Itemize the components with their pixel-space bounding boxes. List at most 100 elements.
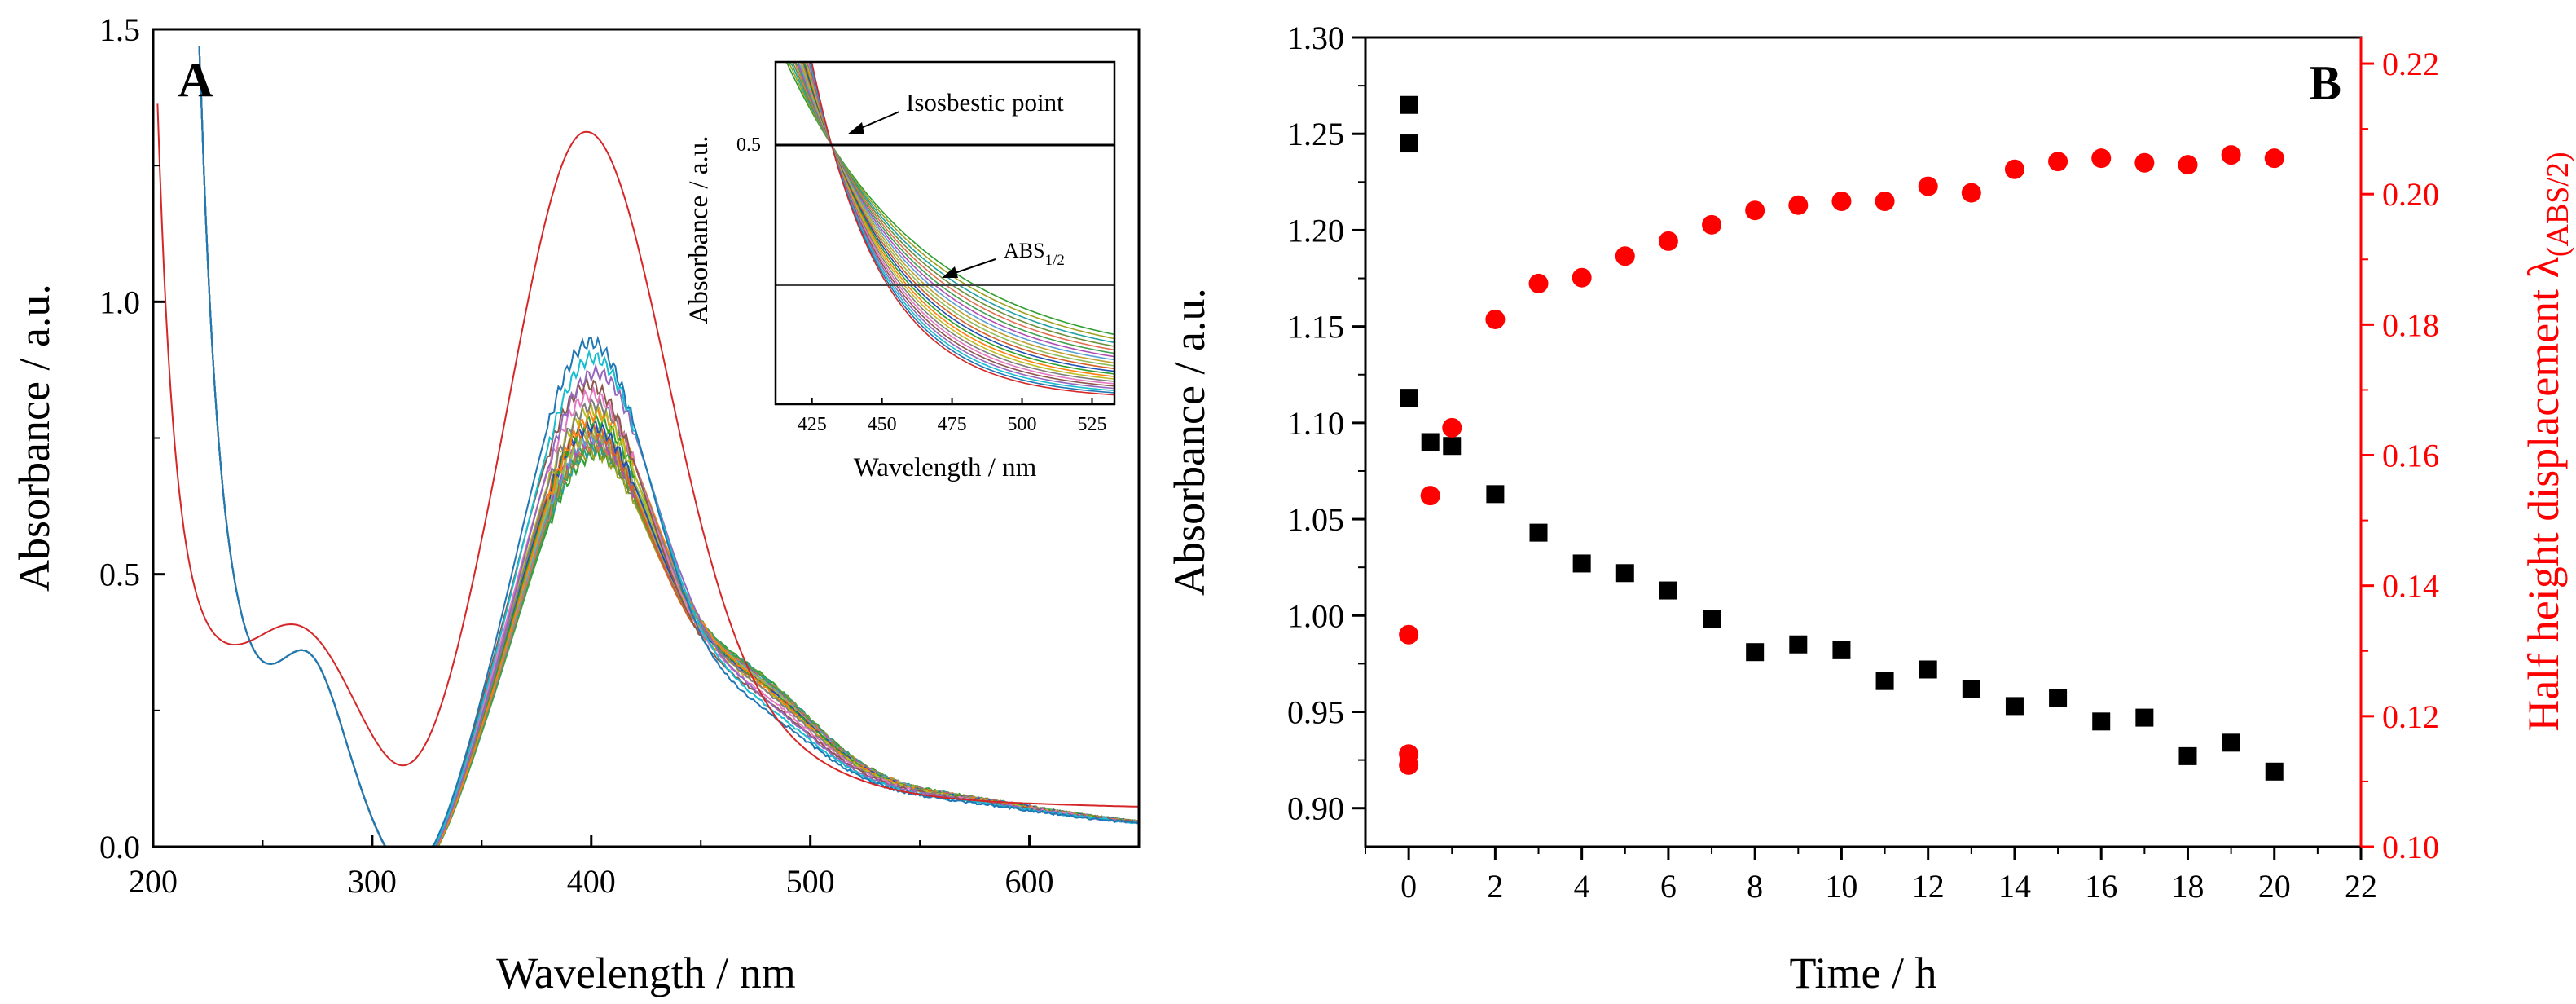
isosbestic-arrow-head: [847, 122, 864, 134]
half-height-marker: [1572, 267, 1592, 288]
half-height-marker: [2004, 159, 2024, 179]
panel-a-x-tick-label: 300: [348, 863, 397, 900]
panel-b-right-y-axis-title: Half height displacement λ(ABS/2): [2519, 152, 2575, 731]
absorbance-marker: [2222, 733, 2240, 752]
panel-b-left-y-tick-label: 1.00: [1287, 597, 1344, 634]
panel-a-x-ticks: 200 300 400 500 600: [129, 835, 1054, 900]
half-height-marker: [1788, 195, 1809, 215]
half-height-marker: [2221, 145, 2241, 165]
inset-x-tick-label: 500: [1008, 414, 1037, 435]
absorbance-marker: [1962, 680, 1980, 698]
abs-half-annotation: ABS1/2: [1004, 239, 1065, 269]
absorbance-marker: [1703, 610, 1721, 629]
absorbance-marker: [1486, 485, 1505, 504]
inset-x-tick-label: 450: [868, 414, 897, 435]
absorbance-marker: [1421, 433, 1440, 451]
panel-b-x-tick-label: 16: [2085, 868, 2117, 905]
panel-b-x-tick-label: 2: [1487, 868, 1503, 905]
panel-b-left-y-tick-label: 1.25: [1287, 116, 1344, 152]
panel-a-x-tick-label: 500: [786, 863, 835, 900]
inset-frame: [774, 60, 1116, 406]
panel-a-y-tick-label: 0.0: [99, 829, 140, 865]
panel-b-x-tick-label: 20: [2258, 868, 2291, 905]
absorbance-marker: [1443, 437, 1462, 456]
inset-spectrum-line: [776, 61, 1115, 396]
panel-b-x-tick-label: 10: [1825, 868, 1857, 905]
absorbance-marker: [2092, 712, 2111, 731]
abs-half-annotation-subscript: 1/2: [1045, 252, 1065, 269]
half-height-marker: [1528, 273, 1549, 293]
panel-b-x-tick-label: 18: [2171, 868, 2204, 905]
panel-a-y-tick-label: 1.0: [99, 284, 140, 320]
spectrum-line: [156, 103, 1140, 808]
panel-a-inset: 425 450 475 500 525 0.5 Wavelength / nm Abso…: [684, 60, 1116, 482]
absorbance-marker: [1659, 581, 1677, 600]
absorbance-marker: [2135, 708, 2154, 727]
half-height-marker: [1420, 486, 1440, 506]
half-height-marker: [1745, 200, 1765, 221]
panel-b-right-y-tick-label: 0.14: [2382, 568, 2439, 605]
panel-b-left-y-tick-label: 1.15: [1287, 309, 1344, 346]
half-height-marker: [1399, 755, 1419, 775]
panel-a-x-tick-label: 600: [1005, 863, 1054, 900]
panel-a-y-axis-title: Absorbance / a.u.: [10, 284, 59, 592]
panel-b: 0 2 4 6 8 10 12 14 16 18 20 22 0.90 0.95 1.00 1.05 1.10…: [1165, 20, 2575, 997]
absorbance-marker: [2265, 762, 2284, 781]
panel-b-left-y-tick-label: 0.90: [1287, 790, 1344, 827]
half-height-marker: [1658, 231, 1678, 251]
panel-b-x-ticks: 0 2 4 6 8 10 12 14 16 18 20 22: [1365, 847, 2377, 905]
panel-a: 200 300 400 500 600 0.0 0.5 1.0 1.5 A Wavelengt…: [10, 11, 1141, 997]
absorbance-marker: [1400, 134, 1418, 153]
half-height-marker: [1615, 246, 1635, 266]
half-height-marker: [2134, 152, 2155, 173]
panel-b-right-y-tick-label: 0.20: [2382, 176, 2439, 213]
panel-b-x-axis-title: Time / h: [1789, 949, 1936, 997]
absorbance-marker: [1746, 643, 1765, 662]
panel-a-spectra: [156, 46, 1140, 848]
panel-b-x-tick-label: 8: [1747, 868, 1763, 905]
panel-b-markers: [1399, 95, 2284, 781]
panel-b-x-tick-label: 14: [1998, 868, 2031, 905]
half-height-marker: [1918, 176, 1938, 196]
panel-b-left-y-axis-title: Absorbance / a.u.: [1165, 288, 1214, 596]
half-height-marker: [1875, 192, 1895, 212]
absorbance-marker: [1400, 389, 1418, 407]
absorbance-marker: [1572, 554, 1591, 573]
inset-x-tick-label: 525: [1077, 414, 1106, 435]
half-height-marker: [1831, 192, 1852, 212]
inset-x-axis-title: Wavelength / nm: [854, 453, 1037, 482]
spectrum-line: [198, 46, 1140, 848]
panel-a-x-tick-label: 400: [567, 863, 616, 900]
absorbance-marker: [2178, 746, 2197, 765]
absorbance-marker: [2049, 689, 2068, 707]
half-height-marker: [1399, 624, 1419, 645]
half-height-marker: [1485, 309, 1506, 329]
absorbance-marker: [1875, 672, 1894, 690]
absorbance-marker: [1400, 95, 1418, 114]
inset-x-tick-label: 425: [798, 414, 827, 435]
abs-half-annotation-main: ABS: [1004, 239, 1045, 262]
panel-a-x-axis-title: Wavelength / nm: [496, 949, 796, 997]
panel-b-left-y-tick-label: 0.95: [1287, 694, 1344, 731]
panel-a-y-tick-label: 0.5: [99, 557, 140, 593]
panel-b-x-tick-label: 12: [1912, 868, 1945, 905]
panel-b-right-y-tick-label: 0.12: [2382, 698, 2439, 735]
inset-y-tick-label: 0.5: [736, 134, 761, 156]
panel-b-x-tick-label: 22: [2345, 868, 2377, 905]
absorbance-marker: [1832, 641, 1851, 659]
absorbance-marker: [1529, 523, 1548, 542]
panel-b-x-tick-label: 4: [1574, 868, 1590, 905]
panel-b-right-y-tick-label: 0.10: [2382, 829, 2439, 865]
panel-a-label: A: [178, 53, 213, 107]
panel-a-y-ticks: 0.0 0.5 1.0 1.5: [99, 11, 165, 865]
panel-b-x-tick-label: 0: [1400, 868, 1417, 905]
inset-background: [776, 62, 1114, 404]
absorbance-marker: [1615, 564, 1634, 583]
half-height-marker: [2048, 152, 2068, 172]
panel-b-left-y-tick-label: 1.30: [1287, 20, 1344, 56]
panel-a-y-tick-label: 1.5: [99, 11, 140, 48]
half-height-marker: [1442, 417, 1462, 438]
absorbance-marker: [2005, 697, 2024, 716]
panel-b-left-y-tick-label: 1.10: [1287, 405, 1344, 442]
